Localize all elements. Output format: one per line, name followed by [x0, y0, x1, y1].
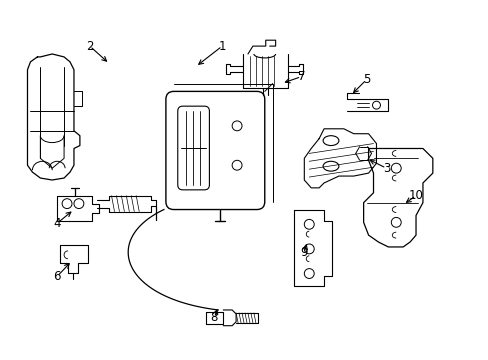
Text: 9: 9 — [300, 246, 307, 259]
Text: 1: 1 — [218, 40, 225, 53]
Text: 3: 3 — [382, 162, 389, 175]
Text: 10: 10 — [408, 189, 423, 202]
Text: 6: 6 — [53, 270, 61, 283]
Text: 8: 8 — [210, 311, 218, 324]
Text: 7: 7 — [297, 70, 305, 83]
Text: 2: 2 — [86, 40, 93, 53]
Text: 4: 4 — [53, 217, 61, 230]
Text: 5: 5 — [362, 73, 369, 86]
